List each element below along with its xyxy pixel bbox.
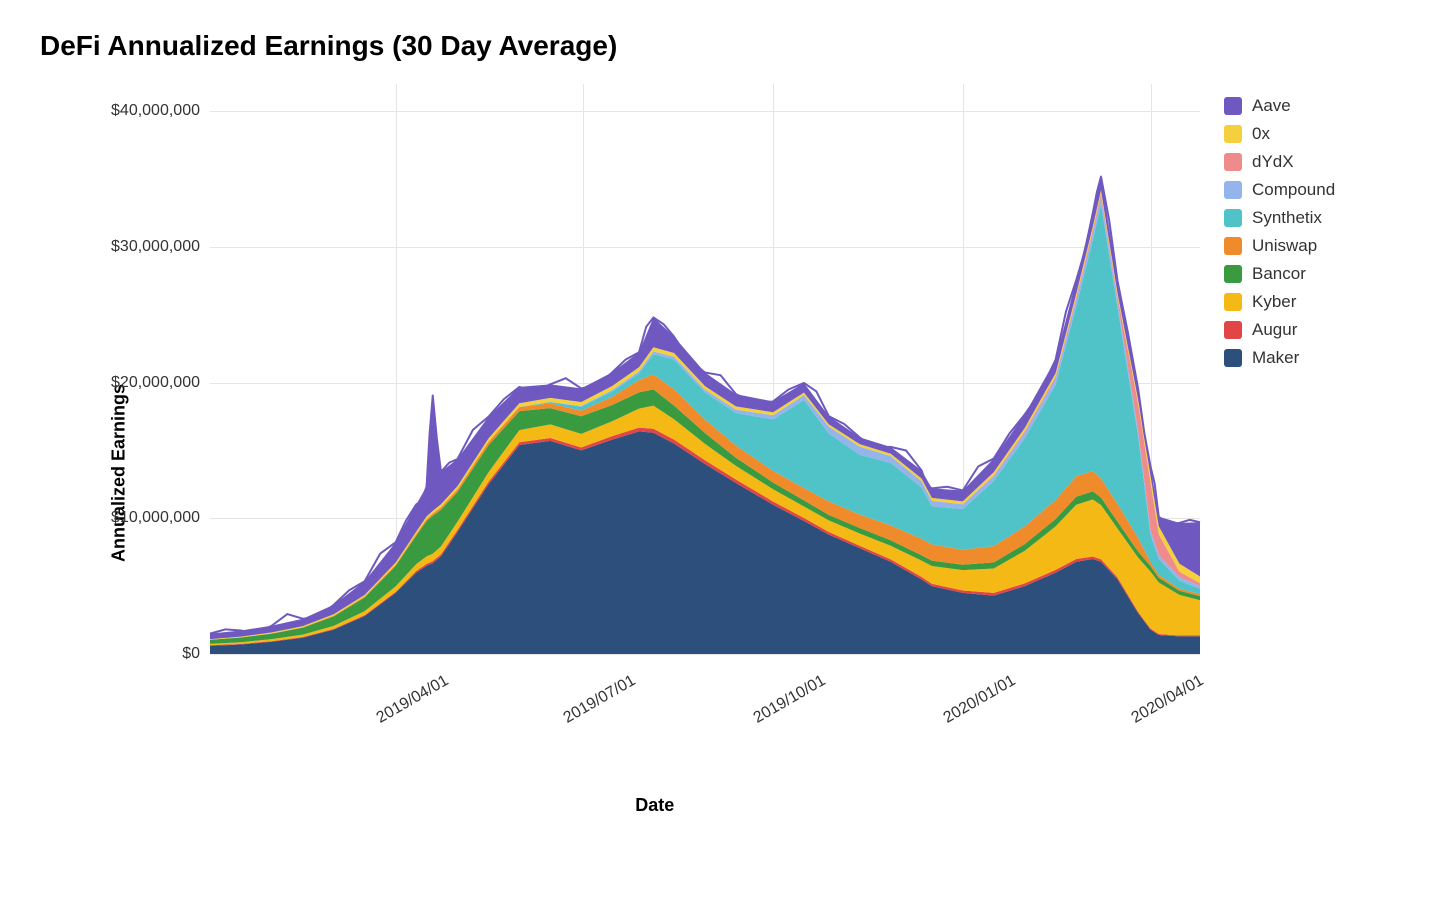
- legend-label: Augur: [1252, 320, 1297, 340]
- legend-label: Compound: [1252, 180, 1335, 200]
- legend-swatch: [1224, 237, 1242, 255]
- y-tick-label: $0: [182, 645, 210, 663]
- legend-label: Kyber: [1252, 292, 1296, 312]
- legend-swatch: [1224, 265, 1242, 283]
- legend-swatch: [1224, 321, 1242, 339]
- legend-swatch: [1224, 97, 1242, 115]
- legend-swatch: [1224, 349, 1242, 367]
- legend-swatch: [1224, 181, 1242, 199]
- legend-item-synthetix[interactable]: Synthetix: [1224, 204, 1335, 232]
- y-axis-title: Annualized Earnings: [109, 384, 130, 562]
- chart-title: DeFi Annualized Earnings (30 Day Average…: [40, 30, 1416, 62]
- legend-swatch: [1224, 293, 1242, 311]
- legend-label: 0x: [1252, 124, 1270, 144]
- legend: Aave 0x dYdX Compound Synthetix Uniswap Bancor…: [1224, 84, 1335, 372]
- gridline-horizontal: [210, 654, 1200, 655]
- y-tick-label: $30,000,000: [111, 238, 210, 256]
- legend-item-uniswap[interactable]: Uniswap: [1224, 232, 1335, 260]
- legend-label: Uniswap: [1252, 236, 1317, 256]
- legend-item-aave[interactable]: Aave: [1224, 92, 1335, 120]
- plot-area: $0$10,000,000$20,000,000$30,000,000$40,0…: [210, 84, 1200, 654]
- legend-label: dYdX: [1252, 152, 1294, 172]
- legend-label: Maker: [1252, 348, 1299, 368]
- legend-item-compound[interactable]: Compound: [1224, 176, 1335, 204]
- legend-item-0x[interactable]: 0x: [1224, 120, 1335, 148]
- chart-frame: Annualized Earnings Date $0$10,000,000$2…: [40, 84, 1200, 804]
- legend-item-maker[interactable]: Maker: [1224, 344, 1335, 372]
- legend-item-dydx[interactable]: dYdX: [1224, 148, 1335, 176]
- x-tick-label: 2020/04/01: [1102, 672, 1206, 743]
- legend-swatch: [1224, 153, 1242, 171]
- legend-swatch: [1224, 125, 1242, 143]
- x-tick-label: 2020/01/01: [915, 672, 1019, 743]
- legend-item-kyber[interactable]: Kyber: [1224, 288, 1335, 316]
- legend-item-bancor[interactable]: Bancor: [1224, 260, 1335, 288]
- chart-container: Annualized Earnings Date $0$10,000,000$2…: [40, 84, 1416, 804]
- y-tick-label: $40,000,000: [111, 102, 210, 120]
- x-tick-label: 2019/10/01: [725, 672, 829, 743]
- legend-label: Aave: [1252, 96, 1291, 116]
- legend-item-augur[interactable]: Augur: [1224, 316, 1335, 344]
- x-tick-label: 2019/04/01: [347, 672, 451, 743]
- x-tick-label: 2019/07/01: [535, 672, 639, 743]
- legend-swatch: [1224, 209, 1242, 227]
- legend-label: Synthetix: [1252, 208, 1322, 228]
- legend-label: Bancor: [1252, 264, 1306, 284]
- y-tick-label: $10,000,000: [111, 509, 210, 527]
- x-axis-title: Date: [635, 795, 674, 816]
- stacked-area-svg: [210, 84, 1200, 654]
- y-tick-label: $20,000,000: [111, 374, 210, 392]
